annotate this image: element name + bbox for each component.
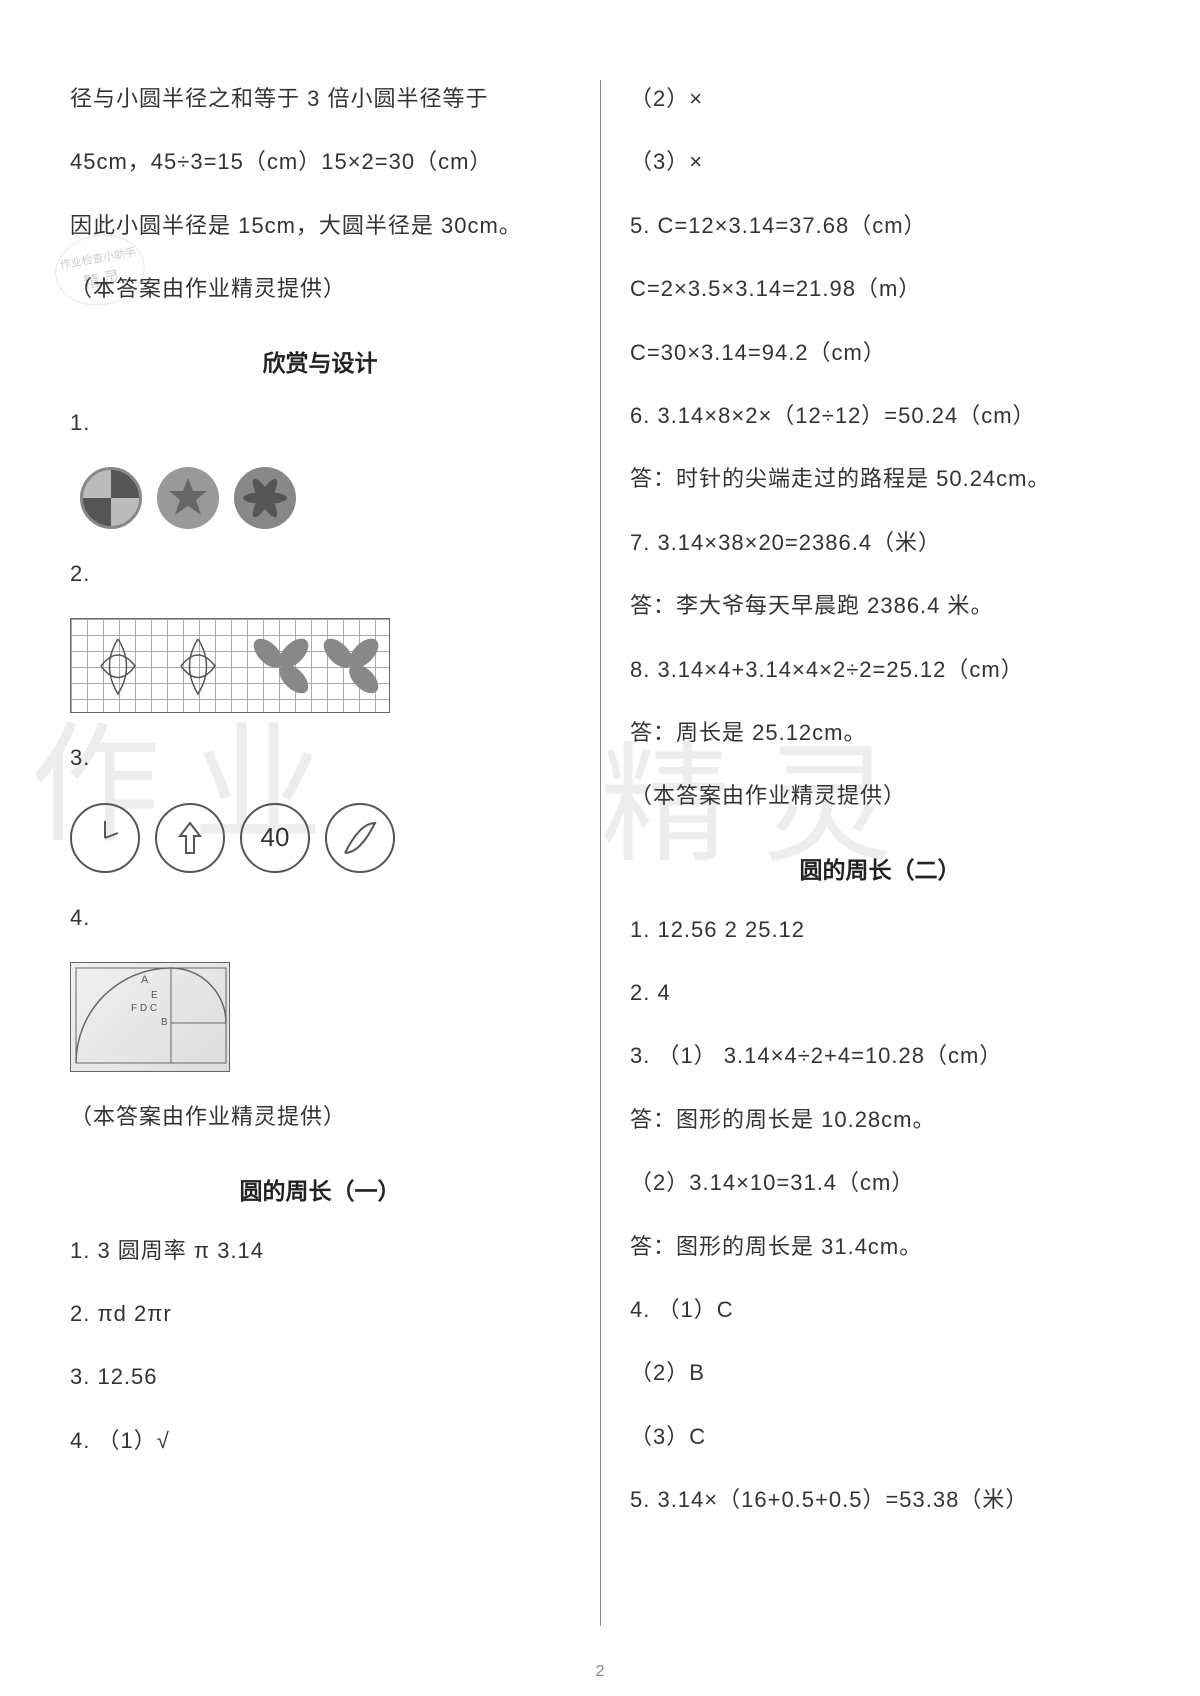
question-1: 1. — [70, 404, 570, 441]
pattern-circle-1 — [80, 467, 142, 529]
answer-line: 2. 4 — [630, 974, 1130, 1011]
text-line: 因此小圆半径是 15cm，大圆半径是 30cm。 — [70, 207, 570, 244]
column-divider — [600, 80, 601, 1626]
right-column: （2）× （3）× 5. C=12×3.14=37.68（cm） C=2×3.5… — [600, 80, 1130, 1656]
answer-line: 答：李大爷每天早晨跑 2386.4 米。 — [630, 587, 1130, 624]
answer-line: 1. 12.56 2 25.12 — [630, 911, 1130, 948]
answer-line: 1. 3 圆周率 π 3.14 — [70, 1232, 570, 1269]
section-title-circumference-2: 圆的周长（二） — [630, 851, 1130, 885]
answer-line: 3. （1） 3.14×4÷2+4=10.28（cm） — [630, 1037, 1130, 1074]
page-container: 径与小圆半径之和等于 3 倍小圆半径等于 45cm，45÷3=15（cm）15×… — [70, 80, 1130, 1656]
answer-line: 答：图形的周长是 10.28cm。 — [630, 1101, 1130, 1138]
section-title-circumference-1: 圆的周长（一） — [70, 1172, 570, 1206]
shapes-figure: 40 — [70, 803, 570, 873]
answer-line: （本答案由作业精灵提供） — [630, 777, 1130, 814]
text-line: 45cm，45÷3=15（cm）15×2=30（cm） — [70, 143, 570, 180]
page-number: 2 — [596, 1663, 605, 1681]
spiral-figure: A E F D C B — [70, 962, 570, 1072]
number-40-shape: 40 — [240, 803, 310, 873]
answer-line: C=2×3.5×3.14=21.98（m） — [630, 270, 1130, 307]
question-4: 4. — [70, 899, 570, 936]
answer-line: 2. πd 2πr — [70, 1295, 570, 1332]
answer-line: （2）× — [630, 80, 1130, 117]
section-title-appreciate: 欣赏与设计 — [70, 344, 570, 378]
clock-shape — [70, 803, 140, 873]
answer-line: （3）× — [630, 143, 1130, 180]
answer-line: 7. 3.14×38×20=2386.4（米） — [630, 524, 1130, 561]
leaf-shape — [325, 803, 395, 873]
svg-text:F D C: F D C — [131, 1003, 157, 1014]
svg-text:B: B — [161, 1017, 168, 1028]
pattern-circle-3 — [234, 467, 296, 529]
answer-line: 4. （1）C — [630, 1291, 1130, 1328]
grid-figure — [70, 618, 570, 713]
answer-line: （2）3.14×10=31.4（cm） — [630, 1164, 1130, 1201]
answer-line: （2）B — [630, 1354, 1130, 1391]
answer-line: 5. 3.14×（16+0.5+0.5）=53.38（米） — [630, 1481, 1130, 1518]
svg-text:A: A — [141, 974, 149, 986]
answer-line: （3）C — [630, 1418, 1130, 1455]
answer-line: 3. 12.56 — [70, 1358, 570, 1395]
answer-line: 4. （1）√ — [70, 1422, 570, 1459]
question-3: 3. — [70, 739, 570, 776]
question-2: 2. — [70, 555, 570, 592]
answer-line: 答：周长是 25.12cm。 — [630, 714, 1130, 751]
answer-line: 答：图形的周长是 31.4cm。 — [630, 1228, 1130, 1265]
text-line: （本答案由作业精灵提供） — [70, 1098, 570, 1135]
answer-line: 5. C=12×3.14=37.68（cm） — [630, 207, 1130, 244]
text-line: （本答案由作业精灵提供） — [70, 270, 570, 307]
answer-line: C=30×3.14=94.2（cm） — [630, 334, 1130, 371]
pattern-circle-2 — [157, 467, 219, 529]
arrow-shape — [155, 803, 225, 873]
circles-figure — [70, 467, 570, 529]
answer-line: 答：时针的尖端走过的路程是 50.24cm。 — [630, 460, 1130, 497]
svg-text:E: E — [151, 990, 158, 1001]
text-line: 径与小圆半径之和等于 3 倍小圆半径等于 — [70, 80, 570, 117]
answer-line: 8. 3.14×4+3.14×4×2÷2=25.12（cm） — [630, 651, 1130, 688]
answer-line: 6. 3.14×8×2×（12÷12）=50.24（cm） — [630, 397, 1130, 434]
left-column: 径与小圆半径之和等于 3 倍小圆半径等于 45cm，45÷3=15（cm）15×… — [70, 80, 600, 1656]
